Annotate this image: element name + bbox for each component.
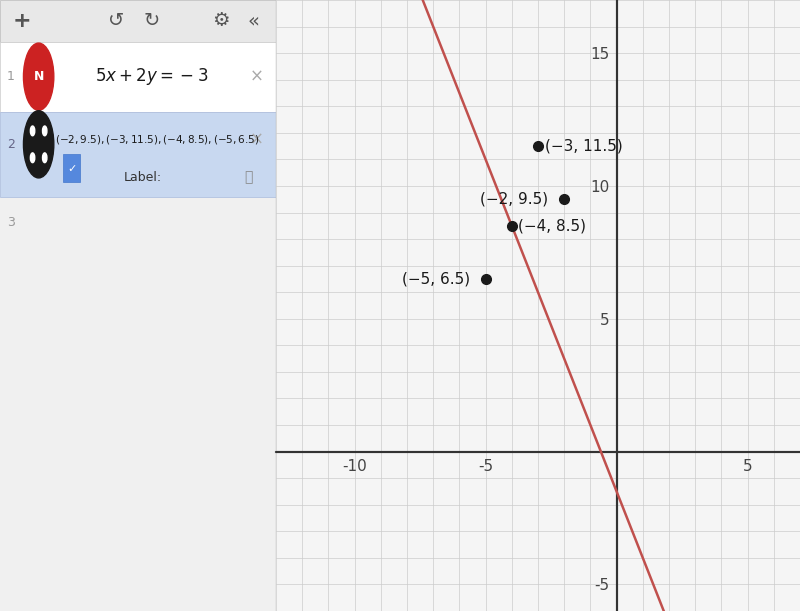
Text: 3: 3 [7, 216, 15, 229]
FancyBboxPatch shape [0, 0, 276, 42]
Text: (−4, 8.5): (−4, 8.5) [518, 218, 586, 233]
Text: $5x + 2y = -3$: $5x + 2y = -3$ [95, 66, 209, 87]
Text: 1: 1 [7, 70, 15, 83]
Text: N: N [34, 70, 44, 83]
Circle shape [42, 126, 47, 136]
Text: ×: × [250, 68, 264, 86]
Text: (−5, 6.5): (−5, 6.5) [402, 271, 470, 287]
Text: 2: 2 [7, 138, 15, 151]
Text: ×: × [250, 130, 264, 148]
Circle shape [42, 153, 47, 163]
Text: Label:: Label: [124, 171, 162, 184]
Circle shape [23, 111, 54, 178]
Text: +: + [13, 11, 31, 31]
Text: (−3, 11.5): (−3, 11.5) [545, 139, 622, 153]
FancyBboxPatch shape [0, 112, 276, 197]
Circle shape [23, 43, 54, 111]
Text: ↻: ↻ [144, 11, 160, 31]
FancyBboxPatch shape [0, 42, 276, 112]
Text: (−2, 9.5): (−2, 9.5) [480, 192, 549, 207]
Text: $(-2,9.5),(-3,11.5),(-4,8.5),(-5,6.5)$: $(-2,9.5),(-3,11.5),(-4,8.5),(-5,6.5)$ [55, 133, 259, 145]
Text: 🔧: 🔧 [244, 170, 253, 185]
FancyBboxPatch shape [63, 155, 80, 182]
Text: «: « [248, 11, 260, 31]
Text: ⚙: ⚙ [212, 11, 230, 31]
Circle shape [30, 126, 34, 136]
Text: ✓: ✓ [67, 164, 77, 174]
Circle shape [30, 153, 34, 163]
Text: ↺: ↺ [108, 11, 124, 31]
